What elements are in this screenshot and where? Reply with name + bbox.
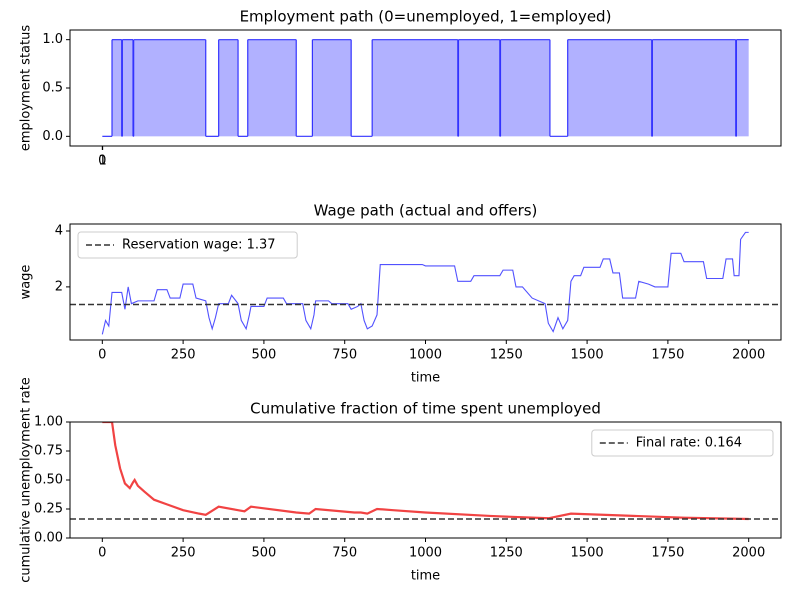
y-tick-label: 2 (55, 279, 63, 294)
y-tick-label: 0.50 (34, 473, 63, 488)
plot-area (102, 39, 749, 137)
y-tick-label: 0.00 (34, 531, 63, 546)
x-tick-label: 1750 (651, 546, 684, 561)
step-fill (133, 39, 206, 137)
chart-title: Cumulative fraction of time spent unempl… (250, 400, 601, 418)
step-fill (458, 39, 500, 137)
legend-box (77, 231, 298, 259)
x-tick-label: 1500 (571, 546, 604, 561)
y-tick-label: 0.0 (42, 129, 63, 144)
legend-label: Final rate: 0.164 (636, 436, 742, 451)
x-tick-label: 250 (171, 546, 196, 561)
y-tick-label: 0.75 (34, 444, 63, 459)
x-tick-label: 1 (99, 154, 107, 169)
y-axis-label: employment status (19, 25, 34, 151)
x-tick-label: 1500 (571, 348, 604, 363)
x-tick-label: 1000 (409, 546, 442, 561)
step-fill (312, 39, 352, 137)
plot-area (101, 231, 749, 335)
y-tick-label: 4 (55, 223, 63, 238)
step-fill (567, 39, 652, 137)
step-fill (500, 39, 550, 137)
x-tick-label: 1750 (651, 348, 684, 363)
step-fill (122, 39, 134, 137)
step-fill (372, 39, 458, 137)
data-line (102, 422, 749, 521)
x-tick-label: 750 (332, 348, 357, 363)
x-tick-label: 500 (251, 546, 276, 561)
x-axis-label: time (411, 371, 440, 386)
legend-box (591, 429, 774, 457)
plot-area (102, 422, 749, 521)
x-tick-label: 0 (98, 348, 106, 363)
y-tick-label: 1.00 (34, 415, 63, 430)
data-line (101, 231, 749, 335)
x-tick-label: 250 (171, 348, 196, 363)
x-tick-label: 1250 (490, 546, 523, 561)
y-tick-label: 0.25 (34, 502, 63, 517)
y-axis-label: wage (19, 265, 34, 300)
step-fill (112, 39, 122, 137)
x-tick-label: 0 (98, 546, 106, 561)
step-fill (247, 39, 297, 137)
y-tick-label: 0.5 (42, 81, 63, 96)
x-tick-label: 1250 (490, 348, 523, 363)
x-tick-label: 500 (251, 348, 276, 363)
chart-title: Employment path (0=unemployed, 1=employe… (240, 8, 612, 26)
y-tick-label: 1.0 (42, 32, 63, 47)
x-tick-label: 0 (98, 154, 106, 169)
chart-title: Wage path (actual and offers) (314, 202, 538, 220)
step-fill (218, 39, 239, 137)
step-fill (736, 39, 749, 137)
axes-frame (69, 223, 782, 341)
step-fill (652, 39, 736, 137)
legend-label: Reservation wage: 1.37 (122, 238, 276, 253)
axes-frame (69, 421, 782, 539)
x-axis-label: time (411, 569, 440, 584)
axes-frame (69, 29, 782, 147)
x-tick-label: 2000 (732, 546, 765, 561)
x-tick-label: 2000 (732, 348, 765, 363)
y-axis-label: cumulative unemployment rate (19, 377, 34, 583)
x-tick-label: 750 (332, 546, 357, 561)
x-tick-label: 1000 (409, 348, 442, 363)
